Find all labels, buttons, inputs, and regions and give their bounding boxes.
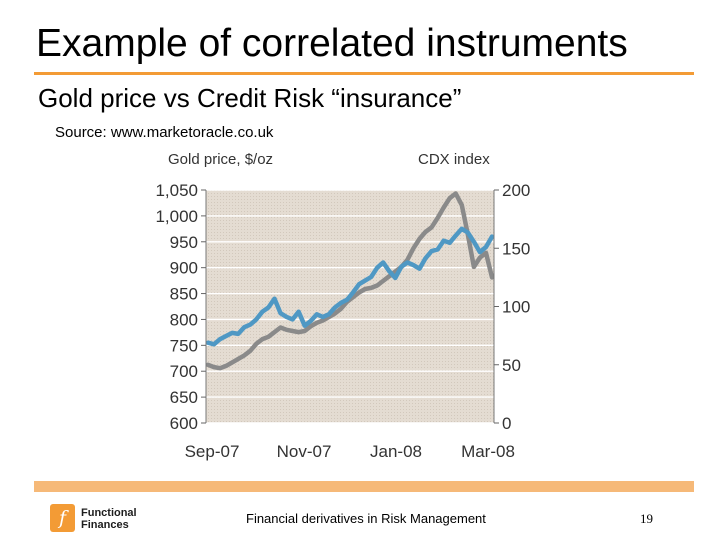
right-tick-label: 100	[502, 298, 530, 317]
x-tick-label: Nov-07	[277, 442, 332, 461]
footer-bar	[34, 481, 694, 492]
right-tick-label: 50	[502, 356, 521, 375]
left-tick-label: 1,000	[155, 207, 198, 226]
left-tick-label: 800	[170, 310, 198, 329]
left-tick-label: 900	[170, 259, 198, 278]
plot-background	[206, 190, 494, 423]
correlation-chart: Gold price, $/oz CDX index 1,050 1,000 950…	[155, 151, 530, 461]
x-tick-label: Mar-08	[461, 442, 515, 461]
left-tick-label: 1,050	[155, 181, 198, 200]
left-tick-label: 950	[170, 233, 198, 252]
functional-finances-logo-icon: f	[50, 504, 75, 532]
right-tick-label: 0	[502, 414, 511, 433]
left-tick-label: 700	[170, 362, 198, 381]
left-axis-title: Gold price, $/oz	[168, 151, 273, 168]
x-tick-label: Sep-07	[185, 442, 240, 461]
logo-line-1: Functional	[81, 507, 137, 519]
right-tick-label: 150	[502, 239, 530, 258]
footer-text: Financial derivatives in Risk Management	[246, 511, 486, 526]
slide-title: Example of correlated instruments	[36, 22, 628, 65]
slide-subtitle: Gold price vs Credit Risk “insurance”	[38, 83, 462, 113]
page-number: 19	[640, 511, 653, 526]
x-tick-label: Jan-08	[370, 442, 422, 461]
left-tick-label: 650	[170, 388, 198, 407]
logo-line-2: Finances	[81, 519, 129, 531]
right-tick-label: 200	[502, 181, 530, 200]
left-tick-label: 850	[170, 285, 198, 304]
title-rule	[34, 72, 694, 75]
logo-text: Functional Finances	[81, 507, 137, 531]
left-tick-label: 750	[170, 336, 198, 355]
right-axis-title: CDX index	[418, 151, 490, 168]
left-tick-label: 600	[170, 414, 198, 433]
gold-price-line	[205, 226, 495, 347]
company-logo: f Functional Finances	[50, 504, 190, 534]
source-note: Source: www.marketoracle.co.uk	[55, 124, 274, 141]
